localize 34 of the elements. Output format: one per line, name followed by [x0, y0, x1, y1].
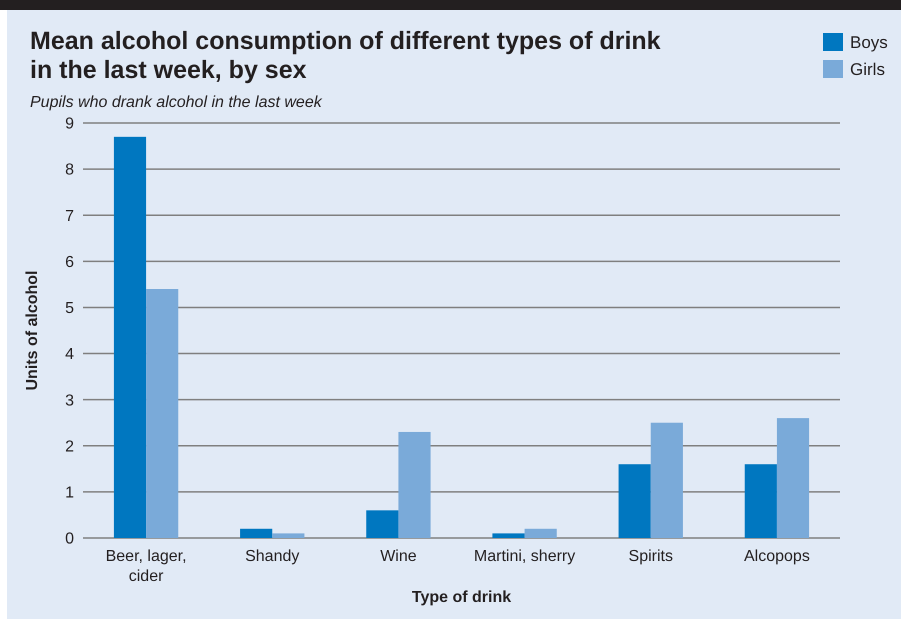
- bar: [240, 528, 272, 538]
- bar: [272, 533, 304, 538]
- bar: [146, 289, 178, 538]
- bar: [366, 510, 398, 538]
- bar: [650, 422, 683, 538]
- y-tick-label: 9: [65, 116, 74, 133]
- bar: [492, 533, 525, 538]
- chart-subtitle: Pupils who drank alcohol in the last week: [30, 94, 323, 111]
- y-tick-label: 2: [65, 438, 74, 456]
- y-axis-title: Units of alcohol: [24, 270, 41, 390]
- bar: [524, 528, 557, 538]
- bar: [618, 464, 651, 538]
- bar: [776, 418, 810, 538]
- x-tick-label: Alcopops: [744, 548, 810, 565]
- y-tick-label: 3: [65, 392, 74, 410]
- bar: [744, 464, 777, 538]
- x-tick-label: Wine: [380, 548, 417, 565]
- y-tick-label: 6: [65, 254, 74, 271]
- y-tick-label: 4: [65, 346, 74, 364]
- y-tick-label: 5: [65, 300, 74, 318]
- y-tick-label: 7: [65, 208, 74, 225]
- y-tick-label: 8: [65, 162, 74, 179]
- chart-title: Mean alcohol consumption of different types of drink in the last week, by sex: [30, 27, 661, 84]
- bar: [114, 136, 146, 538]
- x-tick-label: Spirits: [628, 548, 673, 565]
- legend-label: Girls: [850, 60, 885, 79]
- bar: [398, 432, 431, 538]
- x-axis-title: Type of drink: [412, 589, 512, 606]
- y-tick-label: 0: [65, 530, 74, 548]
- legend-label: Boys: [850, 32, 888, 52]
- x-tick-label: Martini, sherry: [474, 548, 576, 565]
- x-tick-label: Shandy: [245, 548, 300, 565]
- y-tick-label: 1: [65, 484, 74, 502]
- x-tick-label: Beer, lager, cider: [106, 548, 187, 585]
